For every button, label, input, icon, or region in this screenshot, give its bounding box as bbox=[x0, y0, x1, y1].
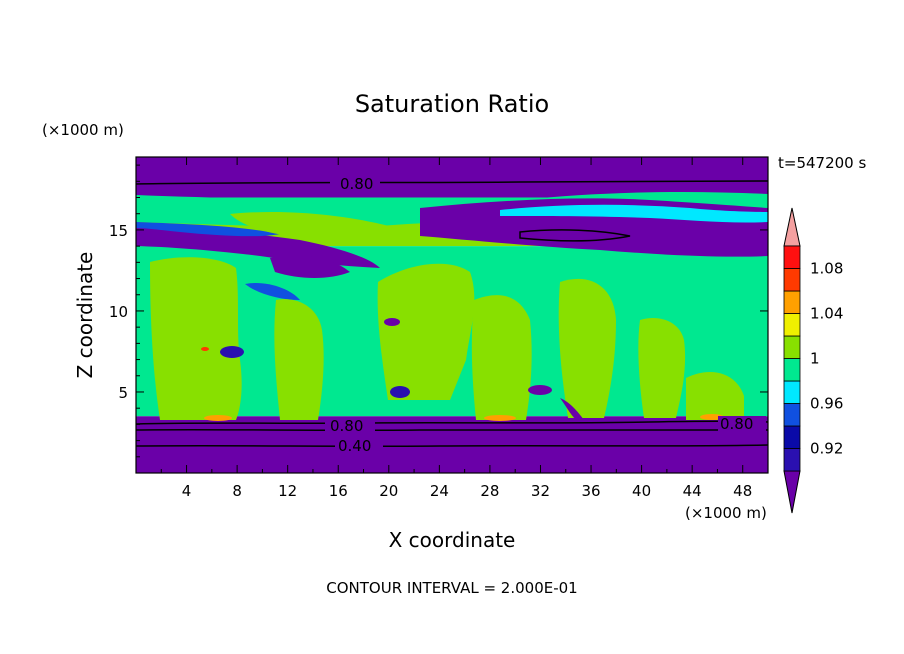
dry-patch bbox=[220, 346, 244, 358]
dry-blob bbox=[270, 255, 350, 278]
x-tick-label: 36 bbox=[581, 482, 600, 500]
contour-label-bg bbox=[718, 416, 766, 431]
colorbar-swatch bbox=[783, 358, 801, 382]
colorbar-label: 0.92 bbox=[810, 440, 843, 458]
dry-edge bbox=[136, 222, 280, 237]
moist-plume bbox=[150, 257, 242, 420]
y-tick-label: 15 bbox=[109, 222, 128, 240]
x-tick-label: 44 bbox=[683, 482, 702, 500]
contour-label-bg bbox=[325, 418, 375, 433]
saturation-field: 0.80 0.80 0.80 0.40 bbox=[136, 157, 768, 473]
colorbar-min-arrow bbox=[783, 470, 801, 514]
x-tick-label: 40 bbox=[632, 482, 651, 500]
colorbar: 0.92 0.96 1 1.04 1.08 bbox=[783, 207, 843, 514]
colorbar-swatch bbox=[783, 313, 801, 337]
field-band bbox=[136, 157, 768, 198]
x-tick-label: 24 bbox=[430, 482, 449, 500]
supersat-patch bbox=[484, 415, 516, 421]
x-unit-label: (×1000 m) bbox=[685, 504, 767, 522]
colorbar-label: 1.04 bbox=[810, 305, 843, 323]
colorbar-label: 0.96 bbox=[810, 395, 843, 413]
x-tick-label: 12 bbox=[278, 482, 297, 500]
contour-line bbox=[136, 428, 768, 432]
x-tick-label: 32 bbox=[531, 482, 550, 500]
colorbar-swatch bbox=[783, 245, 801, 269]
dry-patch bbox=[390, 386, 410, 398]
humid-streak bbox=[500, 204, 768, 223]
colorbar-swatch bbox=[783, 425, 801, 449]
y-tick-label: 5 bbox=[118, 384, 128, 402]
x-tick-label: 28 bbox=[480, 482, 499, 500]
colorbar-max-arrow bbox=[783, 207, 801, 247]
x-axis: 4 8 12 16 20 24 28 32 36 40 44 48 bbox=[160, 157, 752, 500]
colorbar-swatch bbox=[783, 380, 801, 404]
moist-plume bbox=[274, 299, 324, 420]
colorbar-swatch bbox=[783, 335, 801, 359]
x-tick-label: 8 bbox=[232, 482, 242, 500]
x-tick-label: 4 bbox=[182, 482, 192, 500]
moist-plume bbox=[638, 318, 686, 418]
moist-patch bbox=[230, 212, 410, 238]
contour-line bbox=[136, 180, 768, 185]
dry-streak bbox=[560, 398, 584, 420]
contour-label: 0.80 bbox=[340, 175, 373, 193]
colorbar-label: 1 bbox=[810, 350, 820, 368]
y-axis: 5 10 15 bbox=[109, 164, 768, 458]
y-tick-label: 10 bbox=[109, 303, 128, 321]
colorbar-swatch bbox=[783, 290, 801, 314]
moist-plume bbox=[558, 278, 616, 418]
supersat-patch bbox=[204, 415, 232, 421]
dry-patch bbox=[528, 385, 552, 395]
colorbar-swatch bbox=[783, 268, 801, 292]
colorbar-swatch bbox=[783, 448, 801, 472]
chart-title: Saturation Ratio bbox=[355, 90, 549, 118]
contour-line bbox=[519, 229, 631, 242]
x-tick-label: 48 bbox=[733, 482, 752, 500]
colorbar-label: 1.08 bbox=[810, 260, 843, 278]
contour-label-bg bbox=[335, 438, 383, 453]
plot-frame bbox=[135, 156, 769, 474]
contour-label-bg bbox=[330, 175, 380, 191]
contour-label: 0.40 bbox=[338, 437, 371, 455]
colorbar-swatch bbox=[783, 403, 801, 427]
moist-plume bbox=[686, 372, 744, 420]
y-axis-label: Z coordinate bbox=[73, 252, 97, 379]
x-axis-label: X coordinate bbox=[389, 528, 516, 552]
x-tick-label: 20 bbox=[379, 482, 398, 500]
moist-plume bbox=[471, 295, 532, 420]
contour-line bbox=[136, 420, 768, 425]
contour-label: 0.80 bbox=[330, 417, 363, 435]
contour-label: 0.80 bbox=[720, 415, 753, 433]
dry-blob bbox=[245, 282, 300, 300]
contour-line bbox=[136, 444, 768, 448]
field-band bbox=[136, 416, 768, 473]
contour-interval-label: CONTOUR INTERVAL = 2.000E-01 bbox=[326, 579, 577, 597]
time-label: t=547200 s bbox=[778, 154, 866, 172]
x-tick-label: 16 bbox=[329, 482, 348, 500]
dry-patch bbox=[384, 318, 400, 326]
moist-plume bbox=[377, 263, 475, 400]
y-unit-label: (×1000 m) bbox=[42, 121, 124, 139]
supersat-patch bbox=[201, 347, 209, 351]
